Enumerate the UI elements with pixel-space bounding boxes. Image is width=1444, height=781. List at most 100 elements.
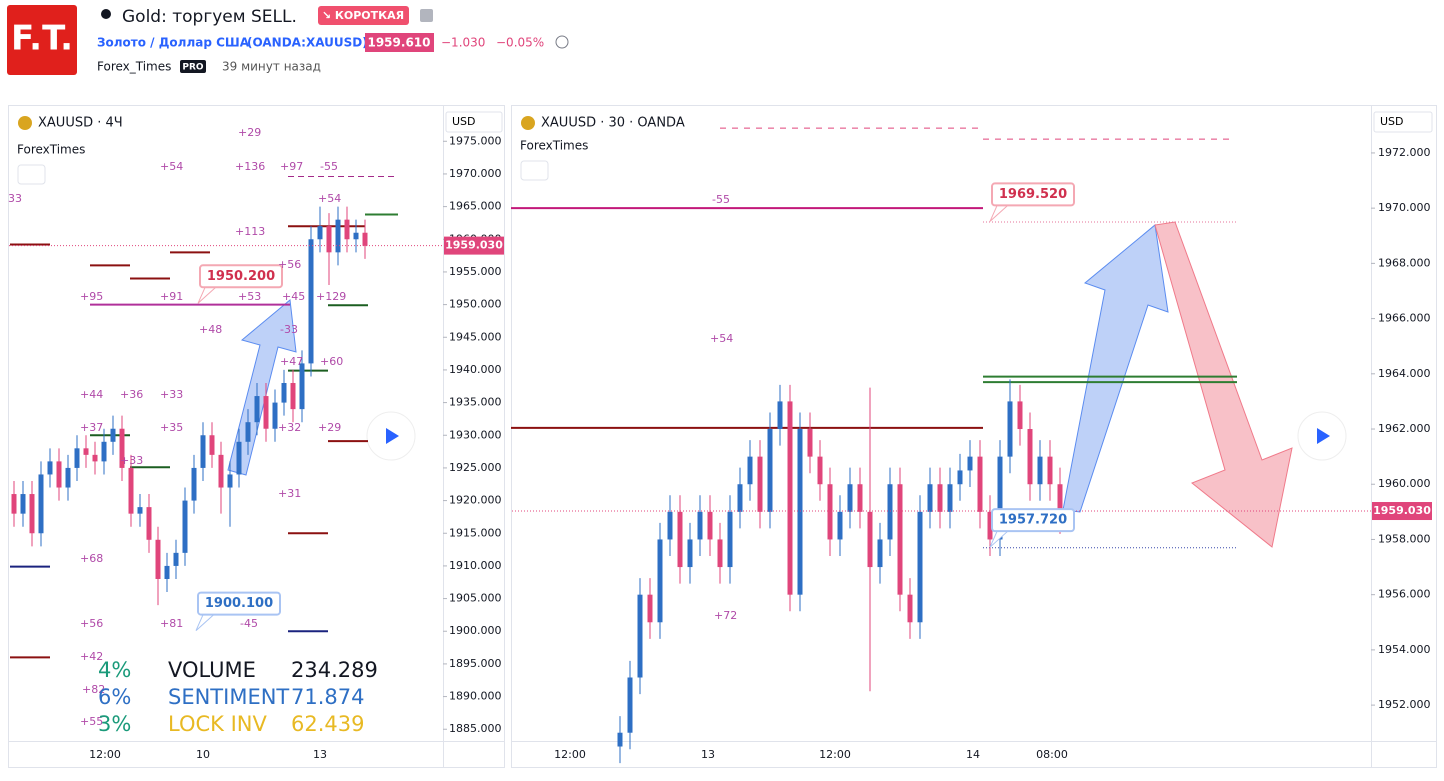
- candle-body: [707, 511, 713, 540]
- left-panel: [8, 105, 505, 768]
- annotation: +91: [160, 290, 183, 303]
- annotation: +82: [82, 683, 105, 696]
- change-pct: −0.05%: [496, 36, 544, 50]
- candle-body: [857, 484, 863, 512]
- callout-box: [991, 182, 1075, 207]
- y-tick-label: 1950.000: [449, 298, 502, 311]
- annotation: +48: [199, 323, 222, 336]
- candle-body: [128, 467, 134, 514]
- y-tick-label: 1970.000: [1378, 201, 1431, 214]
- annotation: +72: [714, 609, 737, 622]
- annotation: -45: [240, 617, 258, 630]
- y-tick-label: 1954.000: [1378, 643, 1431, 656]
- x-tick-label: 13: [701, 748, 715, 761]
- candle-body: [92, 454, 98, 462]
- candle-body: [637, 594, 643, 678]
- candle-body: [227, 474, 233, 488]
- y-tick-label: 1920.000: [449, 494, 502, 507]
- left-currency: USD: [452, 115, 476, 128]
- candle-body: [326, 226, 332, 253]
- candle-body: [767, 429, 773, 512]
- annotation: +54: [318, 192, 341, 205]
- stat-value: 71.874: [291, 685, 364, 709]
- price-bg: [365, 33, 434, 52]
- annotation: +31: [278, 487, 301, 500]
- y-tick-label: 1958.000: [1378, 532, 1431, 545]
- x-tick-label: 08:00: [1036, 748, 1068, 761]
- annotation: +56: [80, 617, 103, 630]
- left-indicator: ForexTimes: [17, 143, 85, 157]
- annotation: +54: [160, 160, 183, 173]
- annotation: +55: [80, 715, 103, 728]
- y-tick-label: 1910.000: [449, 559, 502, 572]
- x-tick-label: 12:00: [819, 748, 851, 761]
- callout-label: 1950.200: [207, 269, 275, 284]
- collapse-button[interactable]: [520, 160, 549, 181]
- annotation: +47: [280, 355, 303, 368]
- alarm-icon[interactable]: [555, 35, 569, 49]
- candle-body: [137, 507, 143, 514]
- candle-body: [627, 677, 633, 733]
- currency-box[interactable]: [445, 111, 503, 133]
- candle-body: [11, 494, 17, 514]
- candle-body: [56, 461, 62, 488]
- candle-body: [344, 219, 350, 240]
- annotation: +113: [235, 225, 265, 238]
- symbol-icon: [18, 116, 32, 130]
- candle-body: [20, 494, 26, 514]
- right-title: XAUUSD · 30 · OANDA: [541, 116, 685, 131]
- candle-body: [677, 511, 683, 568]
- candle-body: [209, 435, 215, 455]
- last-price-bg: [1372, 502, 1432, 521]
- x-tick-label: 14: [966, 748, 980, 761]
- stat-name: LOCK INV: [168, 712, 267, 736]
- annotation: +42: [80, 650, 103, 663]
- y-tick-label: 1968.000: [1378, 256, 1431, 269]
- annotation: +56: [278, 258, 301, 271]
- candle-body: [967, 456, 973, 471]
- candle-body: [737, 484, 743, 512]
- annotation: +60: [320, 355, 343, 368]
- candle-body: [867, 511, 873, 568]
- candle-body: [362, 232, 368, 246]
- candle-body: [877, 539, 883, 568]
- logo-text: F.T.: [11, 19, 73, 59]
- change: −1.030: [441, 36, 485, 50]
- candle-body: [200, 435, 206, 468]
- y-tick-label: 1956.000: [1378, 588, 1431, 601]
- y-tick-label: 1945.000: [449, 330, 502, 343]
- candle-body: [173, 552, 179, 566]
- candle-body: [727, 511, 733, 568]
- time-ago: 39 минут назад: [222, 60, 321, 74]
- candle-body: [937, 484, 943, 512]
- annotation: +36: [120, 388, 143, 401]
- arrow-down: [1154, 221, 1293, 548]
- right-panel: [511, 105, 1437, 768]
- author[interactable]: Forex_Times: [97, 60, 171, 74]
- candle-body: [807, 429, 813, 457]
- candle-body: [697, 511, 703, 540]
- symbol-code[interactable]: (OANDA:XAUUSD): [247, 36, 368, 50]
- candle-body: [777, 401, 783, 430]
- y-tick-label: 1930.000: [449, 428, 502, 441]
- callout-box: [991, 508, 1075, 533]
- annotation: +97: [280, 160, 303, 173]
- y-tick-label: 1885.000: [449, 722, 502, 735]
- x-tick-label: 10: [196, 748, 210, 761]
- candle-body: [827, 484, 833, 540]
- candle-body: [164, 565, 170, 579]
- pro: PRO: [182, 63, 204, 73]
- play-icon: [1317, 428, 1330, 444]
- left-title: XAUUSD · 4Ч: [38, 116, 123, 131]
- candle-body: [353, 232, 359, 240]
- badge-bg: [318, 6, 409, 25]
- collapse-button[interactable]: [17, 164, 46, 185]
- candle-body: [290, 382, 296, 410]
- stat-name: SENTIMENT: [168, 685, 289, 709]
- symbol-name[interactable]: Золото / Доллар США: [97, 36, 250, 50]
- candle-body: [887, 484, 893, 540]
- y-tick-label: 1966.000: [1378, 312, 1431, 325]
- annotation: +32: [278, 421, 301, 434]
- currency-box[interactable]: [1373, 111, 1433, 133]
